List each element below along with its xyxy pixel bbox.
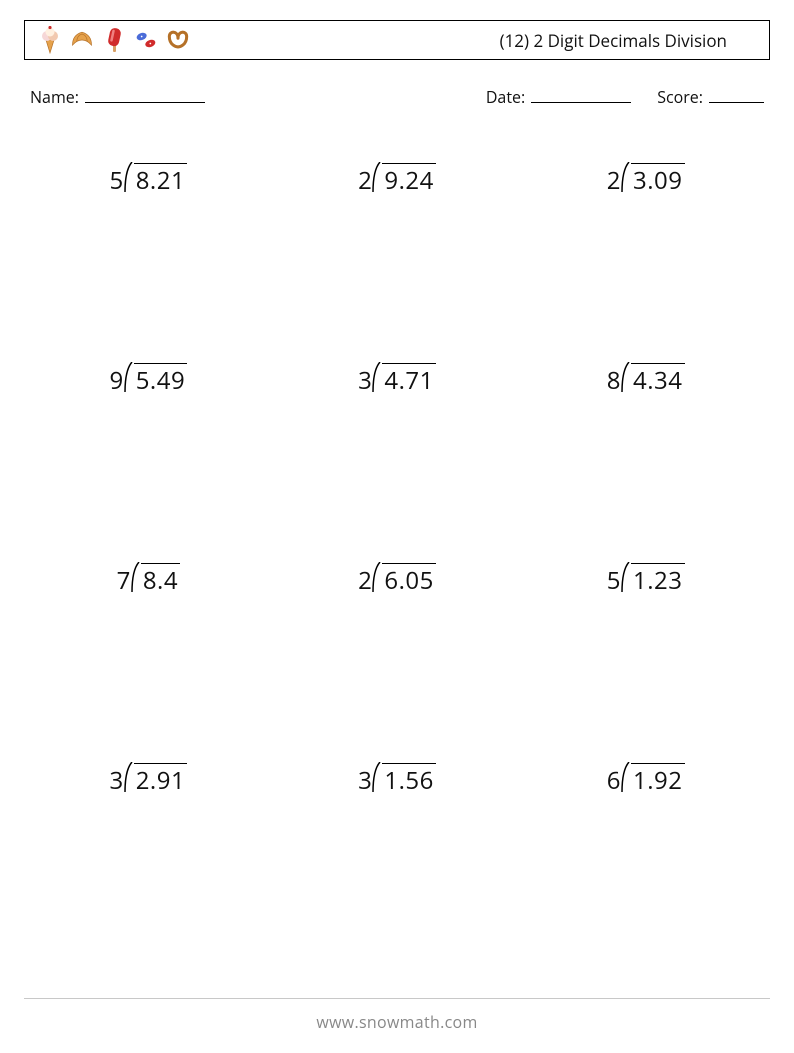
candy-icon <box>133 26 159 54</box>
dividend: 1.92 <box>631 763 684 797</box>
header-icons <box>37 26 191 54</box>
dividend: 2.91 <box>134 763 187 797</box>
division-problem: 29.24 <box>358 164 436 197</box>
division-bracket: 1.92 <box>623 764 684 797</box>
dividend: 9.24 <box>382 163 435 197</box>
problems-grid: 58.21 29.24 23.09 95.49 34.71 84.34 78.4 26.05 5… <box>24 160 770 960</box>
division-bracket: 9.24 <box>374 164 435 197</box>
division-bracket: 8.4 <box>133 564 180 597</box>
division-problem: 78.4 <box>117 564 180 597</box>
division-problem: 32.91 <box>109 764 187 797</box>
name-blank[interactable] <box>85 86 205 103</box>
division-bracket: 4.34 <box>623 364 684 397</box>
meta-left: Name: <box>30 86 205 108</box>
dividend: 1.56 <box>382 763 435 797</box>
score-blank[interactable] <box>709 86 764 103</box>
division-bracket: 1.56 <box>374 764 435 797</box>
dividend: 8.4 <box>141 563 180 597</box>
division-problem: 23.09 <box>607 164 685 197</box>
division-problem: 58.21 <box>109 164 187 197</box>
worksheet-title: (12) 2 Digit Decimals Division <box>500 29 727 52</box>
division-problem: 61.92 <box>607 764 685 797</box>
division-problem: 95.49 <box>109 364 187 397</box>
header-bar: (12) 2 Digit Decimals Division <box>24 20 770 60</box>
division-bracket: 6.05 <box>374 564 435 597</box>
division-problem: 51.23 <box>607 564 685 597</box>
division-problem: 26.05 <box>358 564 436 597</box>
division-bracket: 1.23 <box>623 564 684 597</box>
croissant-icon <box>69 26 95 54</box>
footer-url: www.snowmath.com <box>0 1011 794 1033</box>
meta-row: Name: Date: Score: <box>24 86 770 108</box>
score-label: Score: <box>657 86 703 108</box>
division-bracket: 3.09 <box>623 164 684 197</box>
icecream-icon <box>37 26 63 54</box>
date-label: Date: <box>486 86 525 108</box>
division-problem: 34.71 <box>358 364 436 397</box>
division-bracket: 5.49 <box>126 364 187 397</box>
footer-divider <box>24 998 770 999</box>
dividend: 3.09 <box>631 163 684 197</box>
division-bracket: 8.21 <box>126 164 187 197</box>
dividend: 6.05 <box>382 563 435 597</box>
worksheet-page: (12) 2 Digit Decimals Division Name: Dat… <box>0 0 794 1053</box>
date-blank[interactable] <box>531 86 631 103</box>
division-problem: 31.56 <box>358 764 436 797</box>
dividend: 1.23 <box>631 563 684 597</box>
dividend: 4.34 <box>631 363 684 397</box>
dividend: 4.71 <box>382 363 435 397</box>
division-problem: 84.34 <box>607 364 685 397</box>
pretzel-icon <box>165 26 191 54</box>
dividend: 5.49 <box>134 363 187 397</box>
popsicle-icon <box>101 26 127 54</box>
division-bracket: 4.71 <box>374 364 435 397</box>
meta-right: Date: Score: <box>486 86 764 108</box>
division-bracket: 2.91 <box>126 764 187 797</box>
dividend: 8.21 <box>134 163 187 197</box>
name-label: Name: <box>30 86 79 108</box>
